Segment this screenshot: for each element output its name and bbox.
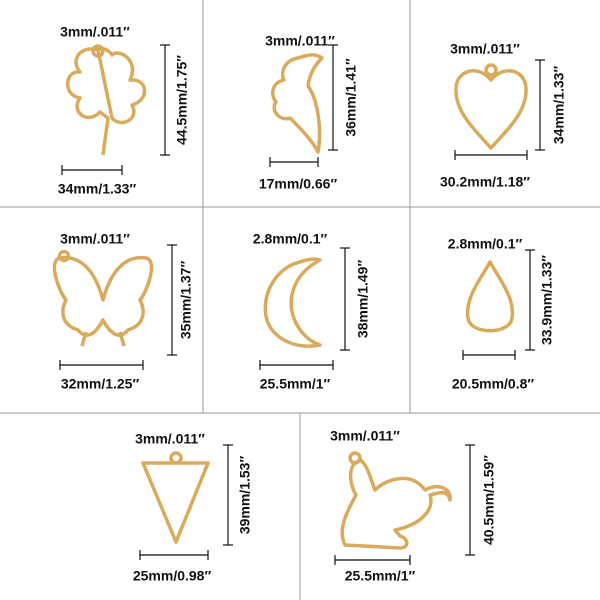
width-label: 25.5mm/1″ (260, 376, 331, 392)
drop (465, 260, 515, 333)
height-label: 33.9mm/1.33″ (539, 255, 555, 345)
height-label: 35mm/1.37″ (178, 261, 194, 340)
width-label: 25mm/0.98″ (133, 568, 212, 584)
width-label: 17mm/0.66″ (259, 176, 338, 192)
bail (348, 451, 362, 465)
moon (263, 257, 322, 348)
thickness-label: 3mm/.011″ (135, 431, 205, 447)
height-label: 34mm/1.33″ (551, 66, 567, 145)
bail (484, 63, 498, 77)
thickness-label: 2.8mm/0.1″ (448, 236, 523, 252)
width-label: 34mm/1.33″ (58, 181, 137, 197)
thickness-label: 3mm/.011″ (450, 41, 520, 57)
width-label: 20.5mm/0.8″ (452, 376, 534, 392)
thickness-label: 2.8mm/0.1″ (253, 231, 328, 247)
width-label: 25.5mm/1″ (345, 568, 416, 584)
width-label: 30.2mm/1.18″ (440, 174, 530, 190)
height-label: 36mm/1.41″ (343, 58, 359, 137)
bail (57, 249, 71, 263)
thickness-label: 3mm/.011″ (60, 231, 130, 247)
heart (454, 69, 528, 150)
clover (65, 47, 147, 156)
butterfly (52, 255, 154, 347)
cat (340, 458, 452, 550)
wing (270, 53, 324, 154)
height-label: 44.5mm/1.75″ (174, 55, 190, 145)
thickness-label: 3mm/.011″ (330, 428, 400, 444)
triangle (141, 461, 210, 544)
width-label: 32mm/1.25″ (61, 376, 140, 392)
height-label: 38mm/1.49″ (355, 260, 371, 339)
thickness-label: 3mm/.011″ (265, 33, 335, 49)
pendant-shapes (52, 44, 528, 550)
height-label: 39mm/1.53″ (237, 456, 253, 535)
thickness-label: 3mm/.011″ (60, 24, 130, 40)
bail (169, 451, 183, 465)
height-label: 40.5mm/1.59″ (481, 455, 497, 545)
bail (91, 44, 105, 58)
